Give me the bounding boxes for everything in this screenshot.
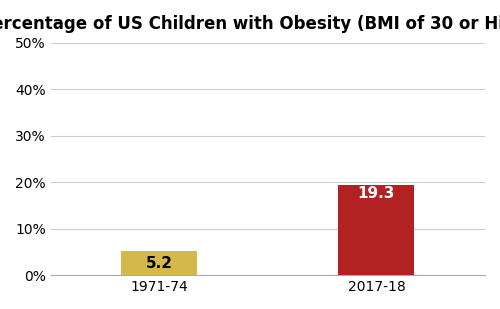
Bar xyxy=(121,251,197,275)
Title: Percentage of US Children with Obesity (BMI of 30 or Higher): Percentage of US Children with Obesity (… xyxy=(0,15,500,33)
Bar xyxy=(338,185,414,275)
Text: 19.3: 19.3 xyxy=(358,186,395,201)
Text: 5.2: 5.2 xyxy=(146,256,172,271)
